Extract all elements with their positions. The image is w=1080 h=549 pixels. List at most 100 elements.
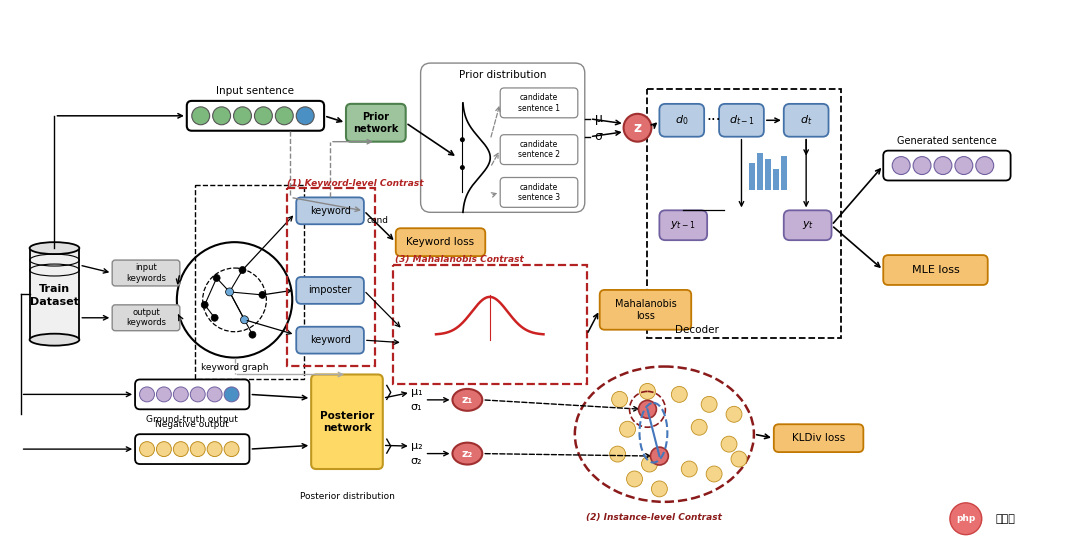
FancyBboxPatch shape — [296, 198, 364, 224]
Text: (3) Mahalanobis Contrast: (3) Mahalanobis Contrast — [394, 255, 524, 264]
Circle shape — [225, 387, 239, 402]
Circle shape — [950, 503, 982, 535]
FancyBboxPatch shape — [346, 104, 406, 142]
Circle shape — [726, 406, 742, 422]
Text: Posterior
network: Posterior network — [320, 411, 374, 433]
Text: $y_{t-1}$: $y_{t-1}$ — [671, 219, 697, 231]
Circle shape — [460, 137, 464, 142]
Text: output
keywords: output keywords — [126, 308, 166, 328]
Circle shape — [623, 114, 651, 142]
Text: keyword: keyword — [310, 206, 351, 216]
Text: $d_0$: $d_0$ — [675, 114, 688, 127]
Circle shape — [934, 156, 951, 175]
Circle shape — [650, 447, 669, 465]
Text: candidate
sentence 1: candidate sentence 1 — [518, 93, 561, 113]
Circle shape — [177, 242, 293, 357]
Text: σ: σ — [595, 130, 603, 143]
FancyBboxPatch shape — [296, 277, 364, 304]
Bar — [647, 89, 841, 338]
Circle shape — [275, 107, 294, 125]
Circle shape — [139, 387, 154, 402]
FancyBboxPatch shape — [112, 305, 180, 330]
Circle shape — [460, 165, 464, 170]
Text: z₁: z₁ — [462, 395, 473, 405]
Circle shape — [259, 292, 266, 298]
Circle shape — [955, 156, 973, 175]
Circle shape — [157, 387, 172, 402]
Circle shape — [213, 274, 220, 282]
Text: Prior
network: Prior network — [353, 112, 399, 133]
Text: Generated sentence: Generated sentence — [897, 136, 997, 145]
Text: keyword graph: keyword graph — [201, 363, 268, 372]
FancyBboxPatch shape — [883, 150, 1011, 181]
Circle shape — [976, 156, 994, 175]
Text: z: z — [634, 121, 642, 135]
Circle shape — [701, 396, 717, 412]
Circle shape — [681, 461, 698, 477]
FancyBboxPatch shape — [112, 260, 180, 286]
Text: Train: Train — [39, 284, 70, 294]
FancyBboxPatch shape — [187, 101, 324, 131]
Text: μ₂: μ₂ — [410, 441, 422, 451]
Circle shape — [139, 441, 154, 457]
Text: $d_{t-1}$: $d_{t-1}$ — [729, 114, 755, 127]
Text: Dataset: Dataset — [30, 297, 79, 307]
FancyBboxPatch shape — [784, 210, 832, 240]
Text: imposter: imposter — [309, 285, 352, 295]
Circle shape — [691, 419, 707, 435]
Bar — [781, 155, 786, 191]
Text: σ₂: σ₂ — [410, 456, 422, 466]
Circle shape — [233, 107, 252, 125]
FancyBboxPatch shape — [311, 374, 382, 469]
Circle shape — [638, 400, 657, 418]
FancyBboxPatch shape — [395, 228, 485, 256]
Circle shape — [672, 386, 687, 402]
Circle shape — [241, 316, 248, 324]
Text: KLDiv loss: KLDiv loss — [792, 433, 846, 443]
FancyBboxPatch shape — [599, 290, 691, 330]
FancyBboxPatch shape — [296, 327, 364, 354]
Bar — [773, 169, 779, 191]
Bar — [194, 186, 305, 379]
Circle shape — [639, 383, 656, 399]
Circle shape — [190, 441, 205, 457]
Text: Decoder: Decoder — [675, 324, 719, 335]
FancyBboxPatch shape — [135, 434, 249, 464]
Text: z₂: z₂ — [462, 449, 473, 458]
Text: ···: ··· — [706, 113, 721, 128]
Text: Posterior distribution: Posterior distribution — [299, 492, 394, 501]
FancyBboxPatch shape — [500, 135, 578, 165]
Circle shape — [892, 156, 910, 175]
FancyBboxPatch shape — [500, 88, 578, 118]
Text: Input sentence: Input sentence — [216, 86, 295, 96]
Text: cond: cond — [367, 216, 389, 225]
FancyBboxPatch shape — [773, 424, 863, 452]
Circle shape — [190, 387, 205, 402]
Text: MLE loss: MLE loss — [912, 265, 959, 275]
Circle shape — [611, 391, 627, 407]
Circle shape — [212, 314, 218, 321]
Ellipse shape — [29, 334, 79, 346]
Ellipse shape — [29, 242, 79, 254]
Text: Negative output: Negative output — [156, 420, 229, 429]
Text: candidate
sentence 2: candidate sentence 2 — [518, 140, 561, 159]
FancyBboxPatch shape — [420, 63, 584, 212]
Text: (2) Instance-level Contrast: (2) Instance-level Contrast — [586, 513, 723, 522]
Text: (1) Keyword-level Contrast: (1) Keyword-level Contrast — [287, 179, 423, 188]
Circle shape — [157, 441, 172, 457]
Text: php: php — [956, 514, 975, 523]
Text: Keyword loss: Keyword loss — [406, 237, 474, 247]
Text: μ: μ — [595, 113, 603, 125]
Circle shape — [207, 441, 222, 457]
Circle shape — [207, 387, 222, 402]
FancyBboxPatch shape — [719, 104, 764, 137]
Text: μ₁: μ₁ — [410, 388, 422, 397]
Text: Mahalanobis
loss: Mahalanobis loss — [615, 299, 676, 321]
Circle shape — [296, 107, 314, 125]
Circle shape — [620, 421, 635, 437]
Circle shape — [213, 107, 230, 125]
Circle shape — [192, 107, 210, 125]
Text: candidate
sentence 3: candidate sentence 3 — [518, 183, 561, 202]
Circle shape — [255, 107, 272, 125]
Text: $d_t$: $d_t$ — [800, 114, 812, 127]
